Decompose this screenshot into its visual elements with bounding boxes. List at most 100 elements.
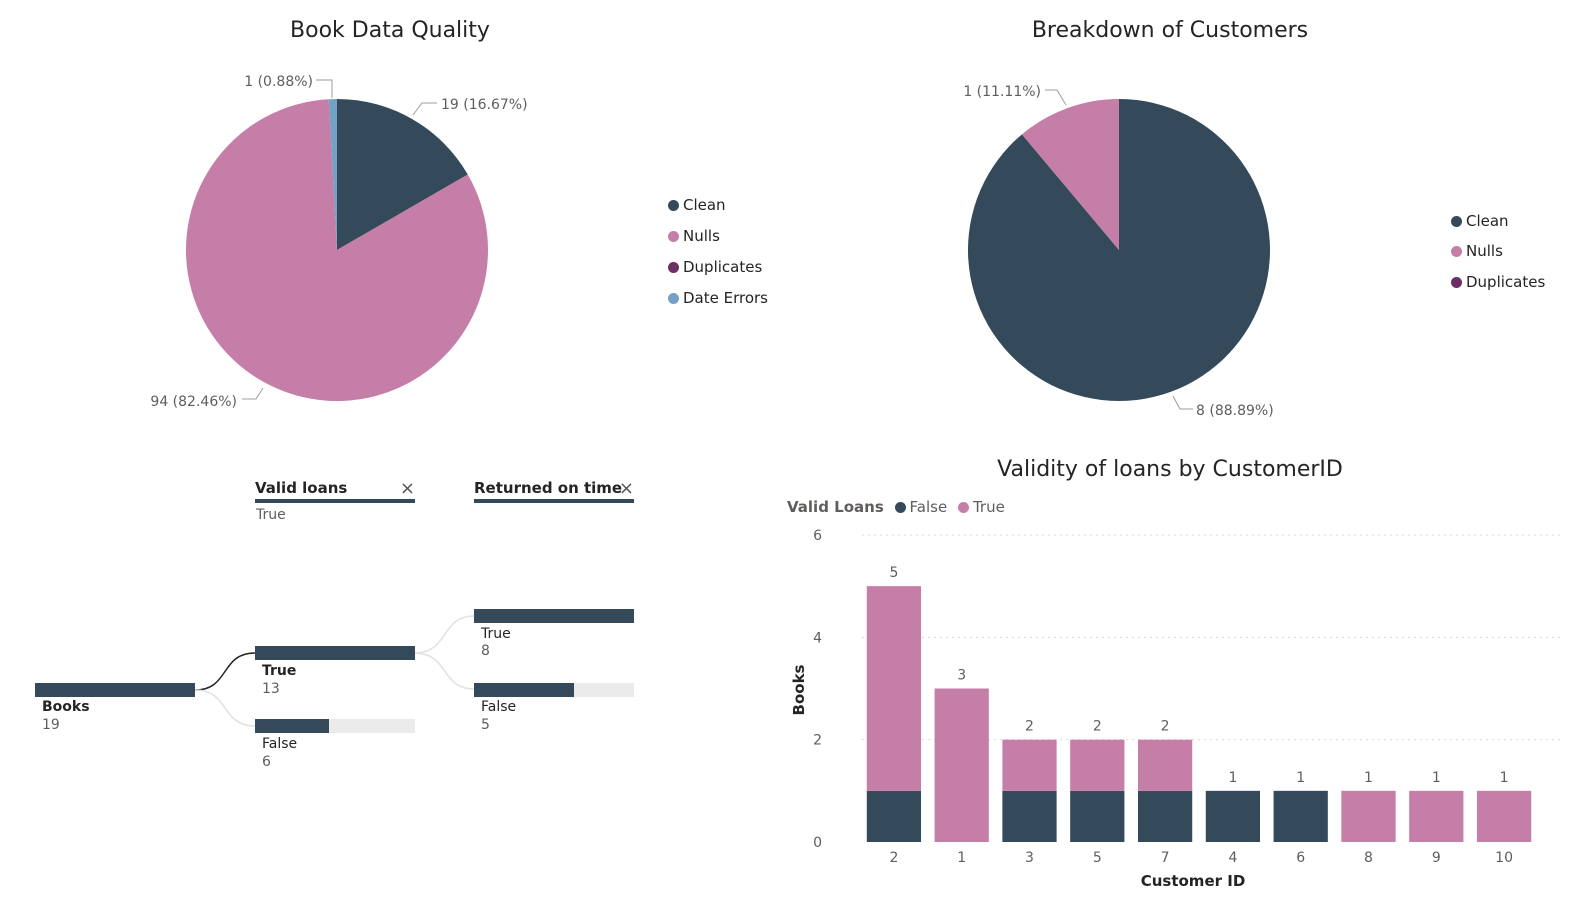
customers-title: Breakdown of Customers — [1031, 18, 1309, 43]
legend-label: Clean — [683, 196, 726, 214]
legend-label: Nulls — [1466, 242, 1503, 260]
legend-item-true[interactable]: True — [957, 498, 1005, 516]
legend-dot-false — [894, 502, 906, 513]
bar-segment-false[interactable] — [1002, 790, 1057, 842]
returned-on-time-header-label: Returned on time — [474, 479, 623, 497]
legend-label: Date Errors — [683, 289, 768, 307]
leader-line-clean — [412, 102, 437, 116]
tree-node-returned-true-bar[interactable] — [474, 609, 634, 623]
y-tick-label: 4 — [813, 630, 822, 646]
bar-segment-true[interactable] — [1341, 790, 1396, 842]
legend-item-date-errors[interactable]: Date Errors — [668, 289, 768, 307]
tree-node-returned-false-fill — [474, 683, 574, 697]
legend-label: Duplicates — [683, 258, 763, 276]
tree-connectors — [194, 615, 475, 727]
tree-node-returned-false-label: False — [481, 699, 517, 715]
bar-segment-true[interactable] — [1070, 739, 1125, 791]
data-label-nulls: 94 (82.46%) — [150, 394, 237, 410]
bar-segment-true[interactable] — [1409, 790, 1464, 842]
bar-segment-false[interactable] — [1070, 790, 1125, 842]
close-icon[interactable]: × — [399, 478, 415, 499]
tree-node-valid-true-label: True — [262, 663, 297, 679]
bar-segment-true[interactable] — [1002, 739, 1057, 791]
legend-label: Nulls — [683, 227, 720, 245]
loans-bar-chart[interactable]: 0 2 4 6 5 3 2 2 2 1 1 1 1 1 2 1 3 5 7 4 6 8 9 10 Books Custom… — [780, 520, 1570, 900]
bar-total-label: 2 — [1093, 719, 1102, 735]
bar-total-label: 1 — [1364, 770, 1373, 786]
bar-total-label: 2 — [1025, 719, 1034, 735]
connector-root-false — [194, 689, 256, 727]
returned-on-time-header[interactable]: Returned on time × — [474, 478, 634, 503]
tree-node-returned-false-bar[interactable] — [474, 683, 634, 697]
close-icon[interactable]: × — [618, 478, 634, 499]
valid-loans-filter-value: True — [256, 507, 286, 523]
x-tick-label: 1 — [957, 850, 966, 866]
x-tick-label: 2 — [889, 850, 898, 866]
x-axis-title: Customer ID — [1141, 872, 1246, 890]
legend-dot-nulls — [668, 231, 679, 242]
y-tick-label: 6 — [813, 528, 822, 544]
loans-legend: Valid Loans False True — [787, 498, 1005, 516]
pie-slice-date-errors[interactable] — [328, 99, 337, 250]
tree-node-books-label: Books — [42, 699, 90, 715]
bar-segment-true[interactable] — [934, 688, 989, 843]
connector-root-true — [194, 652, 256, 691]
pie-slice-clean[interactable] — [967, 99, 1270, 401]
tree-node-valid-false-label: False — [262, 736, 298, 752]
valid-loans-header-label: Valid loans — [255, 479, 348, 497]
bar-total-label: 1 — [1500, 770, 1509, 786]
y-tick-label: 0 — [813, 835, 822, 851]
legend-item-clean[interactable]: Clean — [1451, 212, 1509, 230]
customers-pie-chart[interactable]: 1 (11.11%) 8 (88.89%) — [800, 0, 1590, 440]
bar-segment-false[interactable] — [1137, 790, 1193, 842]
legend-item-duplicates[interactable]: Duplicates — [1451, 273, 1545, 291]
bar-segment-true[interactable] — [1476, 790, 1532, 842]
bar-segment-true[interactable] — [1137, 739, 1193, 791]
tree-node-returned-true-value: 8 — [481, 643, 490, 659]
pie-slice-nulls[interactable] — [185, 99, 488, 402]
legend-dot-true — [957, 502, 969, 513]
legend-label: Clean — [1466, 212, 1509, 230]
data-label-date-errors: 1 (0.88%) — [244, 74, 313, 90]
tree-node-books-value: 19 — [42, 717, 60, 733]
legend-label: True — [972, 498, 1005, 516]
tree-node-returned-true-fill — [474, 609, 634, 623]
bar-segment-false[interactable] — [1273, 790, 1328, 842]
bar-segment-false[interactable] — [866, 790, 922, 842]
legend-dot-date-errors — [668, 293, 679, 304]
y-tick-label: 2 — [813, 733, 822, 749]
data-label-clean: 19 (16.67%) — [441, 97, 528, 113]
book-quality-pie-chart[interactable]: 1 (0.88%) 19 (16.67%) 94 (82.46%) — [0, 0, 800, 440]
x-tick-label: 8 — [1364, 850, 1373, 866]
bar-total-label: 2 — [1161, 719, 1170, 735]
x-tick-label: 9 — [1432, 850, 1441, 866]
legend-dot-clean — [668, 200, 679, 211]
tree-node-valid-false-fill — [255, 719, 329, 733]
legend-title: Valid Loans — [787, 498, 884, 516]
bar-segment-true[interactable] — [866, 586, 922, 791]
data-label-nulls: 1 (11.11%) — [963, 84, 1041, 100]
legend-dot-clean — [1451, 216, 1462, 227]
bar-segment-false[interactable] — [1205, 790, 1261, 842]
tree-node-books-bar[interactable] — [35, 683, 195, 697]
tree-node-valid-false-value: 6 — [262, 754, 271, 770]
bar-total-label: 3 — [957, 668, 966, 684]
tree-node-valid-true-bar[interactable] — [255, 646, 415, 660]
legend-item-nulls[interactable]: Nulls — [668, 227, 720, 245]
tree-node-valid-false-bar[interactable] — [255, 719, 415, 733]
x-tick-label: 10 — [1495, 850, 1513, 866]
tree-node-books-fill — [35, 683, 195, 697]
leader-line-date-errors — [316, 79, 333, 98]
legend-item-false[interactable]: False — [894, 498, 952, 516]
x-tick-label: 5 — [1093, 850, 1102, 866]
legend-dot-duplicates — [1451, 277, 1462, 288]
pie-slice-clean[interactable] — [337, 99, 468, 250]
loans-chart-title: Validity of loans by CustomerID — [997, 457, 1343, 482]
legend-item-duplicates[interactable]: Duplicates — [668, 258, 762, 276]
x-tick-label: 7 — [1161, 850, 1170, 866]
pie-slice-nulls[interactable] — [1021, 99, 1119, 250]
valid-loans-header[interactable]: Valid loans × — [255, 478, 415, 503]
legend-item-nulls[interactable]: Nulls — [1451, 242, 1503, 260]
legend-dot-duplicates — [668, 262, 679, 273]
legend-item-clean[interactable]: Clean — [668, 196, 726, 214]
